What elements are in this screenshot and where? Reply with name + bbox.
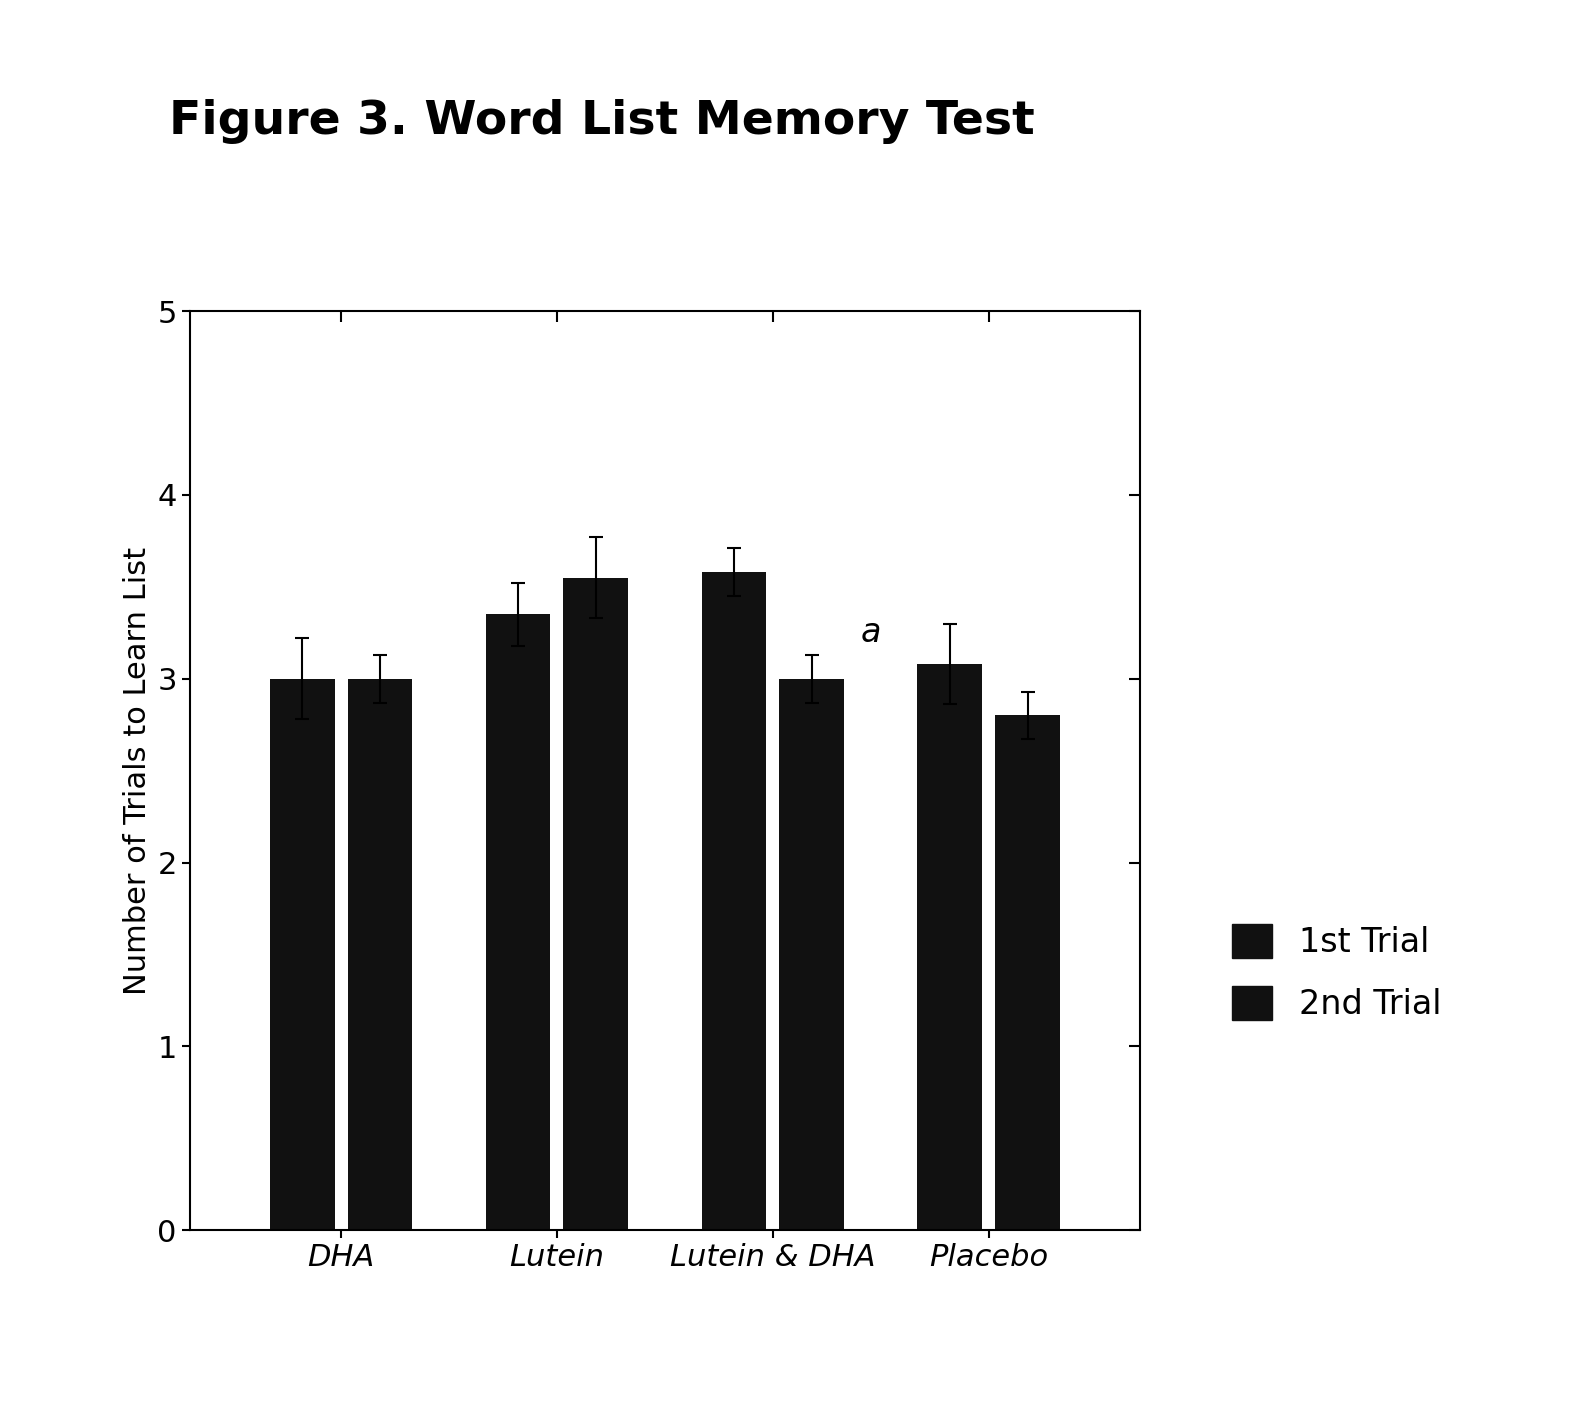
Bar bbox=[564, 577, 628, 1230]
Bar bbox=[918, 665, 981, 1230]
Legend: 1st Trial, 2nd Trial: 1st Trial, 2nd Trial bbox=[1233, 925, 1442, 1021]
Bar bbox=[701, 573, 766, 1230]
Text: a: a bbox=[860, 617, 880, 649]
Bar bbox=[779, 679, 844, 1230]
Bar bbox=[996, 715, 1061, 1230]
Bar bbox=[486, 614, 551, 1230]
Bar bbox=[269, 679, 334, 1230]
Y-axis label: Number of Trials to Learn List: Number of Trials to Learn List bbox=[123, 547, 152, 994]
Bar bbox=[348, 679, 412, 1230]
Text: Figure 3. Word List Memory Test: Figure 3. Word List Memory Test bbox=[169, 99, 1034, 144]
